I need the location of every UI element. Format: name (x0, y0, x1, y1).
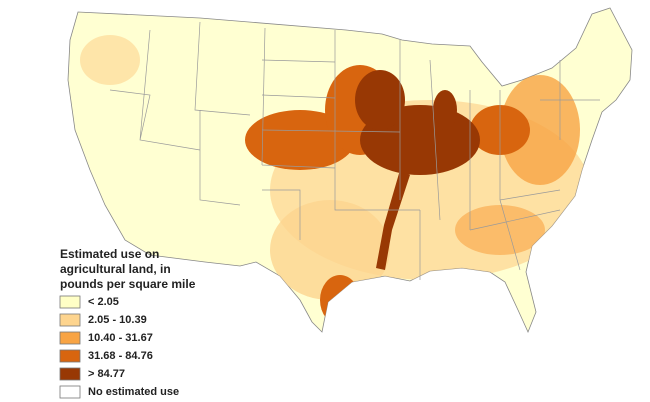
legend-label: 10.40 - 31.67 (88, 332, 153, 344)
legend-label: 31.68 - 84.76 (88, 350, 153, 362)
legend-label: < 2.05 (88, 296, 119, 308)
legend-label: 2.05 - 10.39 (88, 314, 147, 326)
legend-title: agricultural land, in (60, 262, 171, 276)
region-medium (455, 205, 545, 255)
legend-swatch (59, 385, 81, 399)
state-borders (109, 21, 600, 280)
legend-swatch (59, 313, 81, 327)
legend-swatch (59, 295, 81, 309)
legend-swatch (59, 349, 81, 363)
legend-swatch (59, 367, 81, 381)
legend-title: pounds per square mile (60, 277, 196, 291)
region-dark (320, 275, 360, 325)
region-light (80, 35, 140, 85)
region-darkest (433, 90, 457, 130)
legend-label: > 84.77 (88, 368, 125, 380)
region-darkest (376, 170, 410, 270)
legend-swatch (59, 331, 81, 345)
legend-title: Estimated use on (60, 247, 159, 261)
legend-label: No estimated use (88, 386, 179, 398)
region-darkest (355, 70, 405, 130)
